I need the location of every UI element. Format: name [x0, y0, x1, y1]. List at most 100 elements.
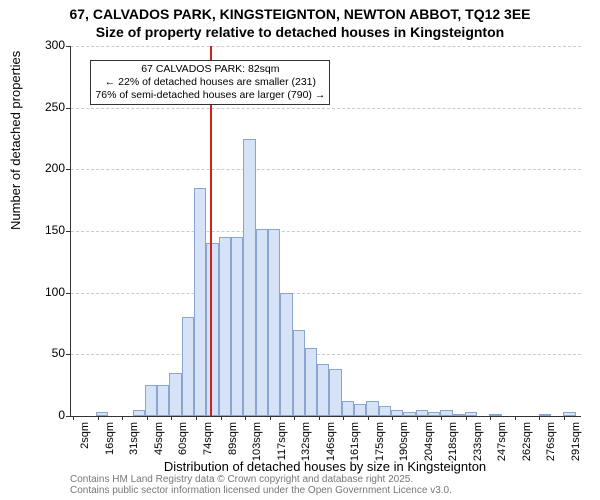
x-tick-mark: [294, 416, 295, 420]
chart-title-line1: 67, CALVADOS PARK, KINGSTEIGNTON, NEWTON…: [0, 6, 600, 22]
annotation-box: 67 CALVADOS PARK: 82sqm ← 22% of detache…: [90, 60, 330, 105]
x-tick-mark: [147, 416, 148, 420]
grid-line: [71, 293, 581, 294]
x-tick-mark: [392, 416, 393, 420]
y-tick-label: 100: [25, 285, 65, 299]
annotation-line1: 67 CALVADOS PARK: 82sqm: [95, 63, 325, 76]
x-tick-label: 89sqm: [227, 422, 239, 462]
grid-line: [71, 231, 581, 232]
histogram-bar: [194, 188, 206, 416]
y-tick-mark: [66, 46, 70, 47]
histogram-bar: [231, 237, 243, 416]
x-tick-mark: [319, 416, 320, 420]
y-tick-label: 300: [25, 38, 65, 52]
histogram-bar: [206, 243, 218, 416]
x-tick-label: 262sqm: [521, 422, 533, 462]
x-tick-mark: [490, 416, 491, 420]
annotation-line2: ← 22% of detached houses are smaller (23…: [95, 76, 325, 89]
x-tick-mark: [441, 416, 442, 420]
histogram-bar: [182, 317, 194, 416]
footer-note: Contains HM Land Registry data © Crown c…: [70, 474, 452, 496]
histogram-bar: [293, 330, 305, 416]
x-tick-mark: [539, 416, 540, 420]
plot-area: 67 CALVADOS PARK: 82sqm ← 22% of detache…: [70, 46, 581, 417]
histogram-bar: [243, 139, 255, 417]
y-tick-label: 50: [25, 346, 65, 360]
footer-line1: Contains HM Land Registry data © Crown c…: [70, 474, 452, 485]
y-tick-mark: [66, 108, 70, 109]
x-tick-label: 161sqm: [349, 422, 361, 462]
y-tick-mark: [66, 354, 70, 355]
grid-line: [71, 108, 581, 109]
y-axis-label: Number of detached properties: [8, 51, 23, 230]
x-tick-mark: [98, 416, 99, 420]
x-tick-label: 74sqm: [202, 422, 214, 462]
x-tick-label: 247sqm: [496, 422, 508, 462]
y-tick-label: 0: [25, 408, 65, 422]
annotation-line3: 76% of semi-detached houses are larger (…: [95, 89, 325, 102]
histogram-bar: [145, 385, 157, 416]
histogram-bar: [342, 401, 354, 416]
x-tick-mark: [196, 416, 197, 420]
histogram-bar: [317, 364, 329, 416]
x-tick-label: 233sqm: [472, 422, 484, 462]
histogram-bar: [489, 414, 501, 416]
histogram-bar: [219, 237, 231, 416]
x-tick-mark: [221, 416, 222, 420]
x-tick-label: 291sqm: [570, 422, 582, 462]
histogram-bar: [256, 229, 268, 416]
x-tick-label: 190sqm: [398, 422, 410, 462]
x-tick-label: 31sqm: [128, 422, 140, 462]
histogram-bar: [403, 412, 415, 416]
histogram-bar: [539, 414, 551, 416]
x-tick-mark: [564, 416, 565, 420]
histogram-bar: [169, 373, 181, 416]
x-tick-label: 103sqm: [251, 422, 263, 462]
y-tick-label: 150: [25, 223, 65, 237]
x-tick-label: 175sqm: [374, 422, 386, 462]
x-tick-mark: [343, 416, 344, 420]
histogram-bar: [305, 348, 317, 416]
x-tick-label: 204sqm: [423, 422, 435, 462]
x-tick-label: 117sqm: [276, 422, 288, 462]
chart-title-line2: Size of property relative to detached ho…: [0, 24, 600, 40]
x-tick-label: 60sqm: [177, 422, 189, 462]
y-tick-label: 200: [25, 161, 65, 175]
x-tick-mark: [122, 416, 123, 420]
x-tick-mark: [73, 416, 74, 420]
histogram-bar: [268, 229, 280, 416]
x-tick-label: 146sqm: [325, 422, 337, 462]
histogram-bar: [563, 412, 575, 416]
histogram-bar: [453, 414, 465, 416]
x-tick-label: 132sqm: [300, 422, 312, 462]
histogram-bar: [280, 293, 292, 416]
grid-line: [71, 169, 581, 170]
x-tick-mark: [417, 416, 418, 420]
grid-line: [71, 354, 581, 355]
chart-container: 67, CALVADOS PARK, KINGSTEIGNTON, NEWTON…: [0, 0, 600, 500]
x-tick-mark: [270, 416, 271, 420]
x-tick-mark: [368, 416, 369, 420]
x-tick-mark: [245, 416, 246, 420]
histogram-bar: [133, 410, 145, 416]
x-tick-label: 2sqm: [79, 422, 91, 462]
histogram-bar: [157, 385, 169, 416]
histogram-bar: [379, 406, 391, 416]
y-tick-mark: [66, 293, 70, 294]
x-tick-mark: [466, 416, 467, 420]
footer-line2: Contains public sector information licen…: [70, 485, 452, 496]
x-tick-label: 218sqm: [447, 422, 459, 462]
y-tick-mark: [66, 416, 70, 417]
grid-line: [71, 46, 581, 47]
histogram-bar: [428, 412, 440, 416]
y-tick-mark: [66, 231, 70, 232]
x-tick-mark: [171, 416, 172, 420]
histogram-bar: [354, 404, 366, 416]
x-tick-label: 16sqm: [104, 422, 116, 462]
x-tick-label: 276sqm: [545, 422, 557, 462]
x-tick-label: 45sqm: [153, 422, 165, 462]
histogram-bar: [329, 369, 341, 416]
histogram-bar: [366, 401, 378, 416]
y-tick-mark: [66, 169, 70, 170]
y-tick-label: 250: [25, 100, 65, 114]
